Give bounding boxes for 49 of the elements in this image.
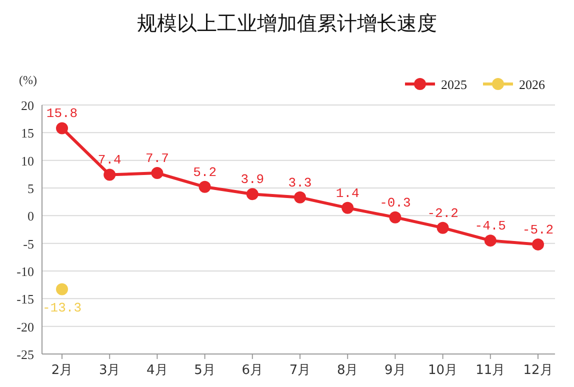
point [342,202,354,214]
data-label: -13.3 [42,300,82,316]
point [436,222,449,234]
data-label: 1.4 [336,186,360,201]
data-label: -2.2 [427,206,458,221]
point [56,122,68,134]
x-tick-label: 2月 [51,363,73,378]
point [56,283,68,296]
x-tick-label: 9月 [384,363,406,378]
legend-label: 2026 [519,77,546,92]
chart-title: 规模以上工业增加值累计增长速度 [137,11,437,35]
x-tick-label: 11月 [476,363,506,378]
x-tick-label: 4月 [146,363,168,378]
y-tick-label: 20 [21,98,34,113]
data-label: -4.5 [474,218,506,234]
point [198,180,211,193]
x-tick-label: 3月 [98,363,120,378]
point [484,234,496,247]
data-label: 5.2 [193,164,217,180]
y-tick-label: 15 [21,126,34,141]
data-label: 3.9 [240,172,264,188]
x-tick-label: 5月 [194,363,216,378]
x-tick-label: 8月 [336,363,358,378]
y-tick-label: 0 [28,208,34,224]
point [246,188,258,200]
point [151,167,164,180]
x-tick-label: 6月 [242,363,264,378]
y-tick-label: -5 [23,236,34,252]
y-tick-label: 10 [21,153,34,168]
data-label: 7.4 [98,152,122,168]
x-tick-label: 12月 [523,363,553,378]
point [104,168,116,181]
data-label: 7.7 [145,151,169,166]
y-axis-title: (%) [19,73,37,87]
point [389,211,402,224]
data-label: -0.3 [380,195,411,210]
y-tick-label: -15 [16,292,34,307]
data-label: 3.3 [288,175,312,190]
y-tick-label: -25 [16,347,34,362]
data-label: 15.8 [46,106,78,122]
y-tick-label: 5 [28,181,34,196]
data-label: -5.2 [522,222,554,238]
y-tick-label: -10 [16,264,34,279]
y-tick-label: -20 [16,319,34,334]
legend-label: 2025 [441,77,467,92]
x-tick-label: 7月 [289,363,311,378]
point [294,191,306,204]
x-tick-label: 10月 [428,363,458,378]
point [532,238,544,250]
